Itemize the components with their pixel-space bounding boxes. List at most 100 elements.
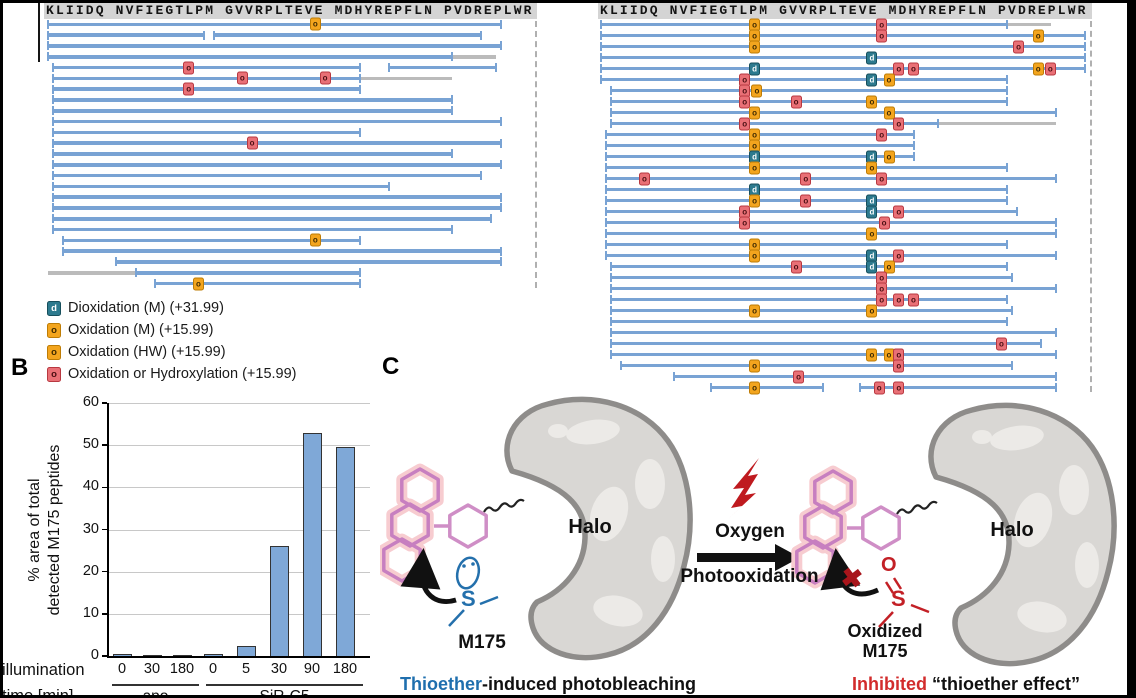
- modification-marker-oxidation-or-hydroxylation: o: [1013, 40, 1025, 53]
- grid-line: [108, 571, 370, 573]
- modification-marker-dioxidation: d: [866, 205, 878, 218]
- caption-inhibited: Inhibited “thioether effect”: [846, 674, 1086, 695]
- x-axis-label-line1: illumination: [2, 661, 85, 679]
- bar: [112, 654, 132, 656]
- peptide-bar: [609, 273, 1013, 282]
- frame-border-top: [0, 0, 1136, 3]
- peptide-bar: [609, 284, 1057, 293]
- peptide-bar: [154, 279, 361, 288]
- panel-label-c: C: [382, 353, 400, 380]
- oxidation-m-swatch-icon: o: [47, 322, 61, 338]
- oxygen-atom-right: O: [881, 554, 897, 576]
- m175-label-left: M175: [458, 632, 506, 653]
- modification-marker-oxidation-or-hydroxylation: o: [800, 172, 812, 185]
- bar: [203, 653, 223, 656]
- y-tick-label: 20: [82, 562, 99, 579]
- y-axis: [107, 403, 109, 658]
- peptide-bar: [51, 182, 390, 191]
- frame-border-right: [1127, 0, 1136, 698]
- grid-line: [108, 529, 370, 531]
- peptide-bar: [609, 339, 1043, 348]
- peptide-bar: [599, 42, 1087, 51]
- modification-marker-oxidation-or-hydroxylation: o: [876, 29, 888, 42]
- peptide-row: [48, 246, 535, 257]
- peptide-bar: [859, 383, 1057, 392]
- peptide-bar: [134, 268, 361, 277]
- thioether-left: [448, 556, 499, 627]
- legend-label: Oxidation (M) (+15.99): [68, 322, 214, 338]
- sequence-end-dash-left: [535, 21, 537, 288]
- unmatched-segment: [359, 76, 453, 81]
- modification-marker-oxidation-or-hydroxylation: o: [800, 194, 812, 207]
- grid-line: [108, 613, 370, 615]
- modification-marker-oxidation: o: [749, 249, 761, 262]
- modification-marker-oxidation-or-hydroxylation: o: [876, 172, 888, 185]
- modification-marker-oxidation: o: [883, 106, 895, 119]
- panel-label-b: B: [11, 354, 29, 381]
- peptide-row: [48, 116, 535, 127]
- peptide-bar: [604, 218, 1057, 227]
- modification-marker-oxidation-or-hydroxylation: o: [893, 62, 905, 75]
- peptide-row: o: [48, 82, 535, 96]
- peptide-bar: [609, 262, 1008, 271]
- peptide-bar: [51, 225, 454, 234]
- bar: [335, 447, 355, 656]
- oxidation-or-hydroxylation-swatch-icon: o: [47, 366, 61, 382]
- modification-marker-oxidation: o: [749, 40, 761, 53]
- modification-marker-oxidation: o: [866, 95, 878, 108]
- grid-line: [108, 445, 370, 447]
- peptide-bar: [600, 20, 1008, 29]
- modification-marker-oxidation-or-hydroxylation: o: [739, 117, 751, 130]
- x-tick-label: 0: [208, 661, 218, 677]
- x-tick-label: 180: [332, 661, 358, 677]
- lightning-bolt-icon: [727, 458, 759, 520]
- dioxidation-swatch-icon: d: [47, 300, 61, 316]
- grid-line: [108, 487, 370, 489]
- peptide-bar: [115, 257, 502, 266]
- peptide-row: [48, 203, 535, 214]
- y-tick: [101, 486, 107, 489]
- peptide-bar: [609, 295, 1008, 304]
- caption-rest: “thioether effect”: [926, 674, 1081, 694]
- sequence-header-left: KLIIDQ NVFIEGTLPM GVVRPLTEVE MDHYREPFLN …: [44, 3, 537, 19]
- peptide-bar: [51, 106, 454, 115]
- legend-label: Oxidation or Hydroxylation (+15.99): [68, 366, 297, 382]
- peptide-row: [48, 159, 535, 170]
- peptide-row: o: [47, 17, 535, 31]
- bar: [172, 654, 192, 656]
- frame-border-left: [0, 0, 3, 698]
- modification-legend: d Dioxidation (M) (+31.99) o Oxidation (…: [47, 297, 297, 385]
- modification-marker-oxidation: o: [883, 260, 895, 273]
- y-tick: [101, 444, 107, 446]
- modification-marker-oxidation-or-hydroxylation: o: [793, 370, 805, 383]
- peptide-bar: [604, 251, 1057, 260]
- modification-marker-oxidation: o: [866, 348, 878, 361]
- modification-marker-oxidation-or-hydroxylation: o: [893, 205, 905, 218]
- modification-marker-oxidation: o: [309, 17, 321, 31]
- modification-marker-dioxidation: d: [749, 62, 761, 75]
- modification-marker-oxidation-or-hydroxylation: o: [876, 128, 888, 141]
- x-tick-label: 90: [303, 661, 321, 677]
- unmatched-segment: [938, 121, 1056, 126]
- caption-thioether: Thioether-induced photobleaching: [398, 674, 698, 695]
- modification-marker-dioxidation: d: [866, 51, 878, 64]
- peptide-bar: [619, 361, 1013, 370]
- peptide-bar: [604, 240, 1008, 249]
- sulfoxide-right: [878, 577, 930, 628]
- photooxidation-label: Photooxidation: [680, 566, 819, 587]
- y-tick-label: 30: [82, 520, 99, 537]
- peptide-bar: [609, 108, 1057, 117]
- x-tick-label: 30: [270, 661, 288, 677]
- modification-marker-oxidation: o: [866, 304, 878, 317]
- grid-line: [108, 403, 370, 404]
